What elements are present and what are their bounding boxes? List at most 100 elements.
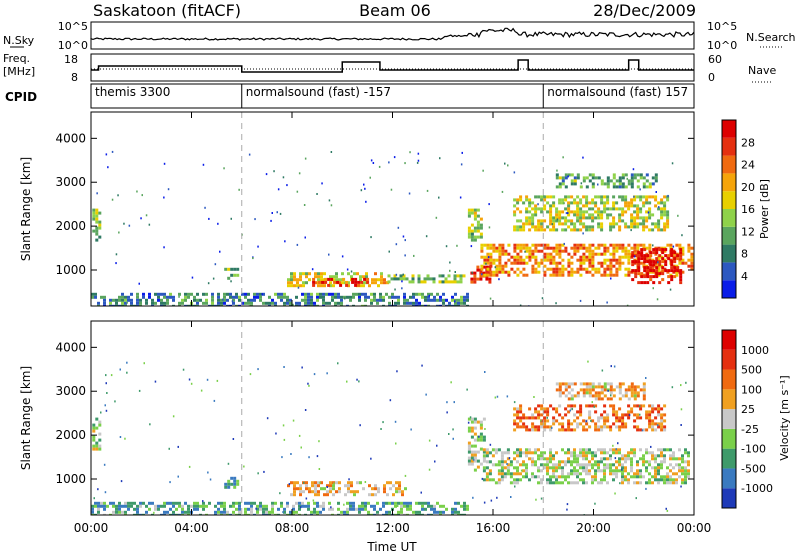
data-cell bbox=[573, 198, 577, 202]
data-cell bbox=[573, 179, 577, 183]
data-cell bbox=[436, 501, 439, 505]
data-cell bbox=[127, 501, 130, 505]
data-cell bbox=[488, 451, 492, 455]
data-cell bbox=[609, 243, 613, 247]
data-cell bbox=[651, 425, 655, 429]
data-cell bbox=[540, 463, 543, 467]
data-cell bbox=[118, 295, 121, 299]
data-cell bbox=[525, 243, 529, 247]
data-cell bbox=[516, 454, 519, 458]
data-cell bbox=[657, 481, 660, 485]
freq-strip: Freq. [MHz] 18 8 60 0 Nave bbox=[3, 52, 776, 84]
data-cell bbox=[489, 246, 493, 250]
data-cell bbox=[579, 454, 582, 458]
data-cell bbox=[356, 490, 359, 494]
data-cell bbox=[558, 428, 562, 432]
power-colorbar-label: Power [dB] bbox=[758, 179, 771, 239]
data-cell bbox=[142, 513, 145, 515]
data-cell bbox=[519, 225, 523, 229]
data-cell bbox=[576, 243, 580, 247]
data-cell bbox=[473, 211, 477, 215]
data-cell bbox=[380, 278, 383, 282]
data-cell bbox=[666, 475, 669, 479]
data-cell bbox=[136, 190, 138, 193]
data-cell bbox=[576, 228, 580, 232]
data-cell bbox=[573, 457, 576, 461]
data-cell bbox=[177, 475, 179, 478]
data-cell bbox=[374, 487, 377, 491]
data-cell bbox=[452, 437, 454, 440]
data-cell bbox=[314, 484, 317, 488]
data-cell bbox=[540, 425, 544, 429]
data-cell bbox=[187, 304, 190, 306]
data-cell bbox=[621, 469, 624, 473]
data-cell bbox=[637, 269, 641, 273]
data-cell bbox=[488, 478, 492, 482]
data-cell bbox=[573, 454, 576, 458]
data-cell bbox=[615, 201, 619, 205]
data-cell bbox=[130, 504, 133, 508]
data-cell bbox=[594, 195, 598, 199]
data-cell bbox=[519, 304, 522, 306]
data-cell bbox=[561, 267, 565, 271]
data-cell bbox=[370, 159, 373, 162]
data-cell bbox=[606, 413, 610, 417]
data-cell bbox=[672, 478, 675, 482]
data-cell bbox=[388, 295, 391, 299]
data-cell bbox=[678, 258, 682, 262]
data-cell bbox=[645, 210, 649, 214]
data-cell bbox=[552, 457, 555, 461]
data-cell bbox=[220, 510, 223, 514]
x-tick-label: 12:00 bbox=[375, 521, 410, 535]
data-cell bbox=[579, 185, 583, 189]
data-cell bbox=[322, 295, 325, 299]
data-cell bbox=[187, 504, 190, 508]
data-cell bbox=[588, 249, 592, 253]
data-cell bbox=[522, 228, 526, 232]
data-cell bbox=[157, 504, 160, 508]
data-cell bbox=[138, 282, 140, 285]
data-cell bbox=[642, 385, 646, 389]
data-cell bbox=[460, 163, 463, 166]
data-cell bbox=[663, 428, 667, 432]
freq-trace bbox=[91, 59, 694, 73]
data-cell bbox=[283, 438, 286, 441]
data-cell bbox=[573, 451, 576, 455]
data-cell bbox=[645, 201, 649, 205]
data-cell bbox=[366, 277, 370, 281]
data-cell bbox=[387, 280, 391, 284]
data-cell bbox=[648, 213, 652, 217]
data-cell bbox=[681, 246, 685, 250]
data-cell bbox=[411, 277, 415, 281]
data-cell bbox=[669, 288, 672, 291]
data-cell bbox=[618, 391, 622, 395]
data-cell bbox=[287, 284, 290, 288]
data-cell bbox=[587, 360, 589, 363]
data-cell bbox=[485, 448, 489, 452]
data-cell bbox=[582, 204, 586, 208]
data-cell bbox=[579, 478, 582, 482]
data-cell bbox=[236, 273, 240, 277]
data-cell bbox=[541, 297, 544, 300]
data-cell bbox=[211, 304, 214, 306]
data-cell bbox=[486, 258, 490, 262]
data-cell bbox=[525, 195, 529, 199]
data-cell bbox=[277, 295, 280, 299]
data-cell bbox=[627, 179, 631, 183]
data-cell bbox=[331, 295, 334, 299]
data-cell bbox=[271, 212, 273, 214]
data-cell bbox=[516, 243, 520, 247]
data-cell bbox=[552, 273, 556, 277]
data-cell bbox=[181, 504, 184, 508]
data-cell bbox=[509, 460, 513, 464]
data-cell bbox=[98, 420, 102, 424]
data-cell bbox=[214, 304, 217, 306]
data-cell bbox=[236, 479, 240, 483]
data-cell bbox=[163, 501, 166, 505]
data-cell bbox=[97, 488, 99, 491]
data-cell bbox=[338, 481, 341, 485]
data-cell bbox=[666, 481, 669, 485]
data-cell bbox=[331, 507, 334, 511]
data-cell bbox=[591, 267, 595, 271]
data-cell bbox=[109, 513, 112, 515]
